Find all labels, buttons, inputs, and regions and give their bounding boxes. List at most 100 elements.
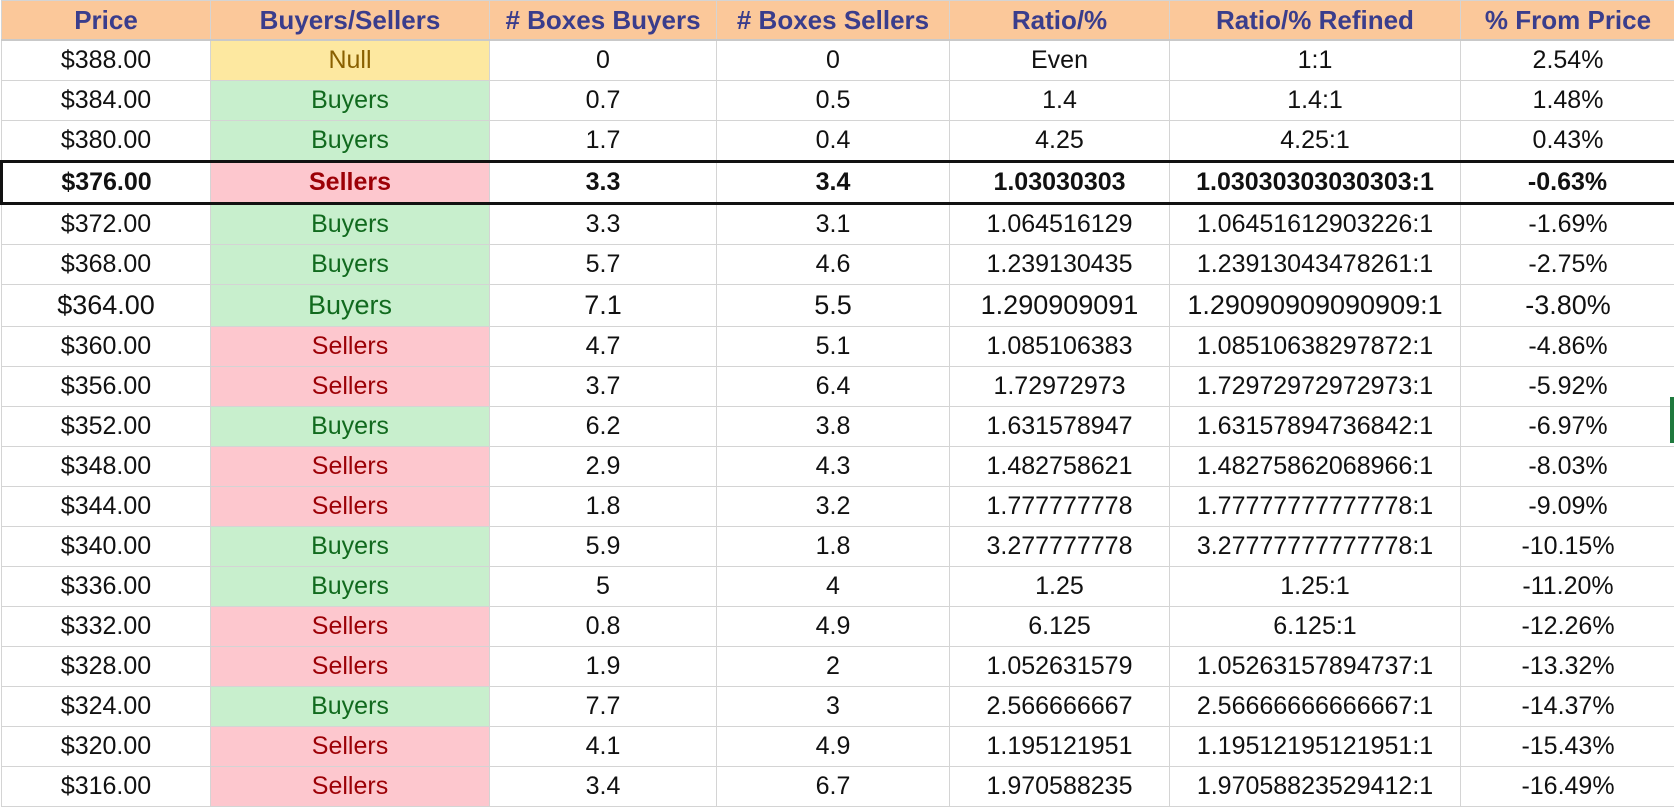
ratio-cell[interactable]: 1.72972973 (950, 367, 1170, 407)
ratio-refined-cell[interactable]: 1.19512195121951:1 (1170, 727, 1461, 767)
pct-from-price-cell[interactable]: -3.80% (1461, 285, 1674, 327)
ratio-cell[interactable]: 1.25 (950, 567, 1170, 607)
boxes-buyers-cell[interactable]: 5 (490, 567, 717, 607)
price-cell[interactable]: $360.00 (2, 327, 211, 367)
pct-from-price-cell[interactable]: 2.54% (1461, 40, 1674, 81)
ratio-refined-cell[interactable]: 4.25:1 (1170, 121, 1461, 162)
pct-from-price-cell[interactable]: -4.86% (1461, 327, 1674, 367)
price-cell[interactable]: $356.00 (2, 367, 211, 407)
boxes-sellers-cell[interactable]: 5.5 (717, 285, 950, 327)
pct-from-price-cell[interactable]: -6.97% (1461, 407, 1674, 447)
boxes-sellers-cell[interactable]: 6.4 (717, 367, 950, 407)
column-header-ratio-refined[interactable]: Ratio/% Refined (1170, 1, 1461, 41)
price-cell[interactable]: $324.00 (2, 687, 211, 727)
boxes-buyers-cell[interactable]: 1.7 (490, 121, 717, 162)
side-cell[interactable]: Buyers (211, 81, 490, 121)
ratio-refined-cell[interactable]: 1.08510638297872:1 (1170, 327, 1461, 367)
boxes-buyers-cell[interactable]: 6.2 (490, 407, 717, 447)
ratio-refined-cell[interactable]: 1.4:1 (1170, 81, 1461, 121)
boxes-sellers-cell[interactable]: 4.9 (717, 727, 950, 767)
ratio-refined-cell[interactable]: 1.06451612903226:1 (1170, 204, 1461, 245)
side-cell[interactable]: Null (211, 40, 490, 81)
boxes-buyers-cell[interactable]: 1.8 (490, 487, 717, 527)
side-cell[interactable]: Buyers (211, 527, 490, 567)
side-cell[interactable]: Sellers (211, 607, 490, 647)
ratio-cell[interactable]: 1.970588235 (950, 767, 1170, 807)
price-cell[interactable]: $348.00 (2, 447, 211, 487)
boxes-buyers-cell[interactable]: 5.9 (490, 527, 717, 567)
ratio-cell[interactable]: 1.085106383 (950, 327, 1170, 367)
boxes-buyers-cell[interactable]: 0.7 (490, 81, 717, 121)
boxes-sellers-cell[interactable]: 3.8 (717, 407, 950, 447)
ratio-refined-cell[interactable]: 1.23913043478261:1 (1170, 245, 1461, 285)
ratio-cell[interactable]: 2.566666667 (950, 687, 1170, 727)
ratio-cell[interactable]: 4.25 (950, 121, 1170, 162)
side-cell[interactable]: Sellers (211, 487, 490, 527)
column-header-boxes-sellers[interactable]: # Boxes Sellers (717, 1, 950, 41)
ratio-cell[interactable]: 1.290909091 (950, 285, 1170, 327)
ratio-cell[interactable]: Even (950, 40, 1170, 81)
ratio-cell[interactable]: 1.195121951 (950, 727, 1170, 767)
boxes-sellers-cell[interactable]: 4.9 (717, 607, 950, 647)
boxes-sellers-cell[interactable]: 0 (717, 40, 950, 81)
price-cell[interactable]: $320.00 (2, 727, 211, 767)
ratio-refined-cell[interactable]: 1.48275862068966:1 (1170, 447, 1461, 487)
ratio-cell[interactable]: 1.631578947 (950, 407, 1170, 447)
side-cell[interactable]: Sellers (211, 162, 490, 204)
boxes-sellers-cell[interactable]: 4.6 (717, 245, 950, 285)
pct-from-price-cell[interactable]: -5.92% (1461, 367, 1674, 407)
boxes-sellers-cell[interactable]: 1.8 (717, 527, 950, 567)
price-cell[interactable]: $336.00 (2, 567, 211, 607)
ratio-cell[interactable]: 1.052631579 (950, 647, 1170, 687)
price-cell[interactable]: $344.00 (2, 487, 211, 527)
pct-from-price-cell[interactable]: -9.09% (1461, 487, 1674, 527)
side-cell[interactable]: Buyers (211, 285, 490, 327)
price-cell[interactable]: $332.00 (2, 607, 211, 647)
boxes-buyers-cell[interactable]: 4.7 (490, 327, 717, 367)
boxes-buyers-cell[interactable]: 2.9 (490, 447, 717, 487)
side-cell[interactable]: Buyers (211, 407, 490, 447)
pct-from-price-cell[interactable]: -16.49% (1461, 767, 1674, 807)
boxes-sellers-cell[interactable]: 2 (717, 647, 950, 687)
side-cell[interactable]: Sellers (211, 767, 490, 807)
column-header-boxes-buyers[interactable]: # Boxes Buyers (490, 1, 717, 41)
price-cell[interactable]: $340.00 (2, 527, 211, 567)
pct-from-price-cell[interactable]: -14.37% (1461, 687, 1674, 727)
boxes-sellers-cell[interactable]: 3 (717, 687, 950, 727)
boxes-sellers-cell[interactable]: 4.3 (717, 447, 950, 487)
pct-from-price-cell[interactable]: -2.75% (1461, 245, 1674, 285)
price-cell[interactable]: $364.00 (2, 285, 211, 327)
ratio-refined-cell[interactable]: 1.97058823529412:1 (1170, 767, 1461, 807)
price-cell[interactable]: $376.00 (2, 162, 211, 204)
pct-from-price-cell[interactable]: -15.43% (1461, 727, 1674, 767)
boxes-buyers-cell[interactable]: 3.3 (490, 204, 717, 245)
ratio-refined-cell[interactable]: 1.29090909090909:1 (1170, 285, 1461, 327)
side-cell[interactable]: Sellers (211, 647, 490, 687)
side-cell[interactable]: Buyers (211, 204, 490, 245)
ratio-refined-cell[interactable]: 1.63157894736842:1 (1170, 407, 1461, 447)
boxes-buyers-cell[interactable]: 1.9 (490, 647, 717, 687)
ratio-cell[interactable]: 1.064516129 (950, 204, 1170, 245)
boxes-buyers-cell[interactable]: 0 (490, 40, 717, 81)
ratio-cell[interactable]: 1.239130435 (950, 245, 1170, 285)
boxes-sellers-cell[interactable]: 3.1 (717, 204, 950, 245)
boxes-buyers-cell[interactable]: 3.3 (490, 162, 717, 204)
boxes-sellers-cell[interactable]: 0.5 (717, 81, 950, 121)
side-cell[interactable]: Buyers (211, 121, 490, 162)
pct-from-price-cell[interactable]: -12.26% (1461, 607, 1674, 647)
pct-from-price-cell[interactable]: -13.32% (1461, 647, 1674, 687)
boxes-buyers-cell[interactable]: 5.7 (490, 245, 717, 285)
side-cell[interactable]: Sellers (211, 367, 490, 407)
side-cell[interactable]: Buyers (211, 245, 490, 285)
ratio-refined-cell[interactable]: 6.125:1 (1170, 607, 1461, 647)
ratio-refined-cell[interactable]: 1.03030303030303:1 (1170, 162, 1461, 204)
boxes-sellers-cell[interactable]: 0.4 (717, 121, 950, 162)
column-header-price[interactable]: Price (2, 1, 211, 41)
pct-from-price-cell[interactable]: -1.69% (1461, 204, 1674, 245)
ratio-refined-cell[interactable]: 1.77777777777778:1 (1170, 487, 1461, 527)
sheet-scroll-marker[interactable] (1670, 397, 1674, 443)
price-cell[interactable]: $388.00 (2, 40, 211, 81)
ratio-cell[interactable]: 1.777777778 (950, 487, 1170, 527)
ratio-refined-cell[interactable]: 2.56666666666667:1 (1170, 687, 1461, 727)
ratio-cell[interactable]: 3.277777778 (950, 527, 1170, 567)
